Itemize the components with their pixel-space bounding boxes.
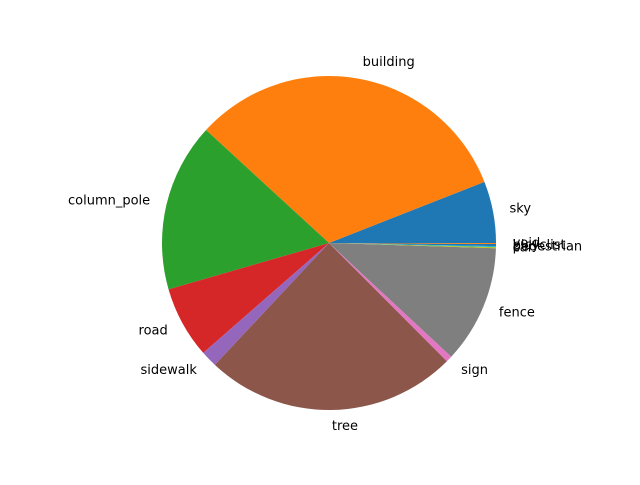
pie-slice-column-pole [162, 129, 329, 290]
pie-slice-sign [329, 243, 452, 362]
pie-label-column-pole: column_pole [68, 193, 150, 208]
pie-label-bicyclist: bicyclist [513, 238, 566, 253]
pie-slice-sidewalk [203, 243, 329, 365]
pie-slice-tree [214, 243, 447, 411]
pie-slice-sky [329, 181, 496, 243]
pie-label-building: building [363, 55, 415, 70]
pie-label-sky: sky [509, 201, 531, 216]
pie-slice-pedestrian [329, 243, 496, 248]
pie-slice-fence [329, 243, 496, 357]
pie-label-fence: fence [499, 305, 535, 320]
pie-slice-road [168, 243, 329, 353]
pie-slice-building [206, 75, 485, 243]
pie-slice-car [329, 243, 496, 249]
pie-label-road: road [139, 324, 168, 339]
pie-slice-void [329, 243, 496, 245]
pie-label-void: void [513, 236, 541, 251]
pie-slices [162, 75, 496, 411]
pie-label-tree: tree [332, 419, 358, 434]
pie-label-sign: sign [461, 363, 488, 378]
pie-label-pedestrian: pedestrian [513, 240, 583, 255]
pie-slice-bicyclist [329, 243, 496, 247]
pie-label-car: car [513, 241, 534, 256]
pie-label-sidewalk: sidewalk [141, 363, 198, 378]
